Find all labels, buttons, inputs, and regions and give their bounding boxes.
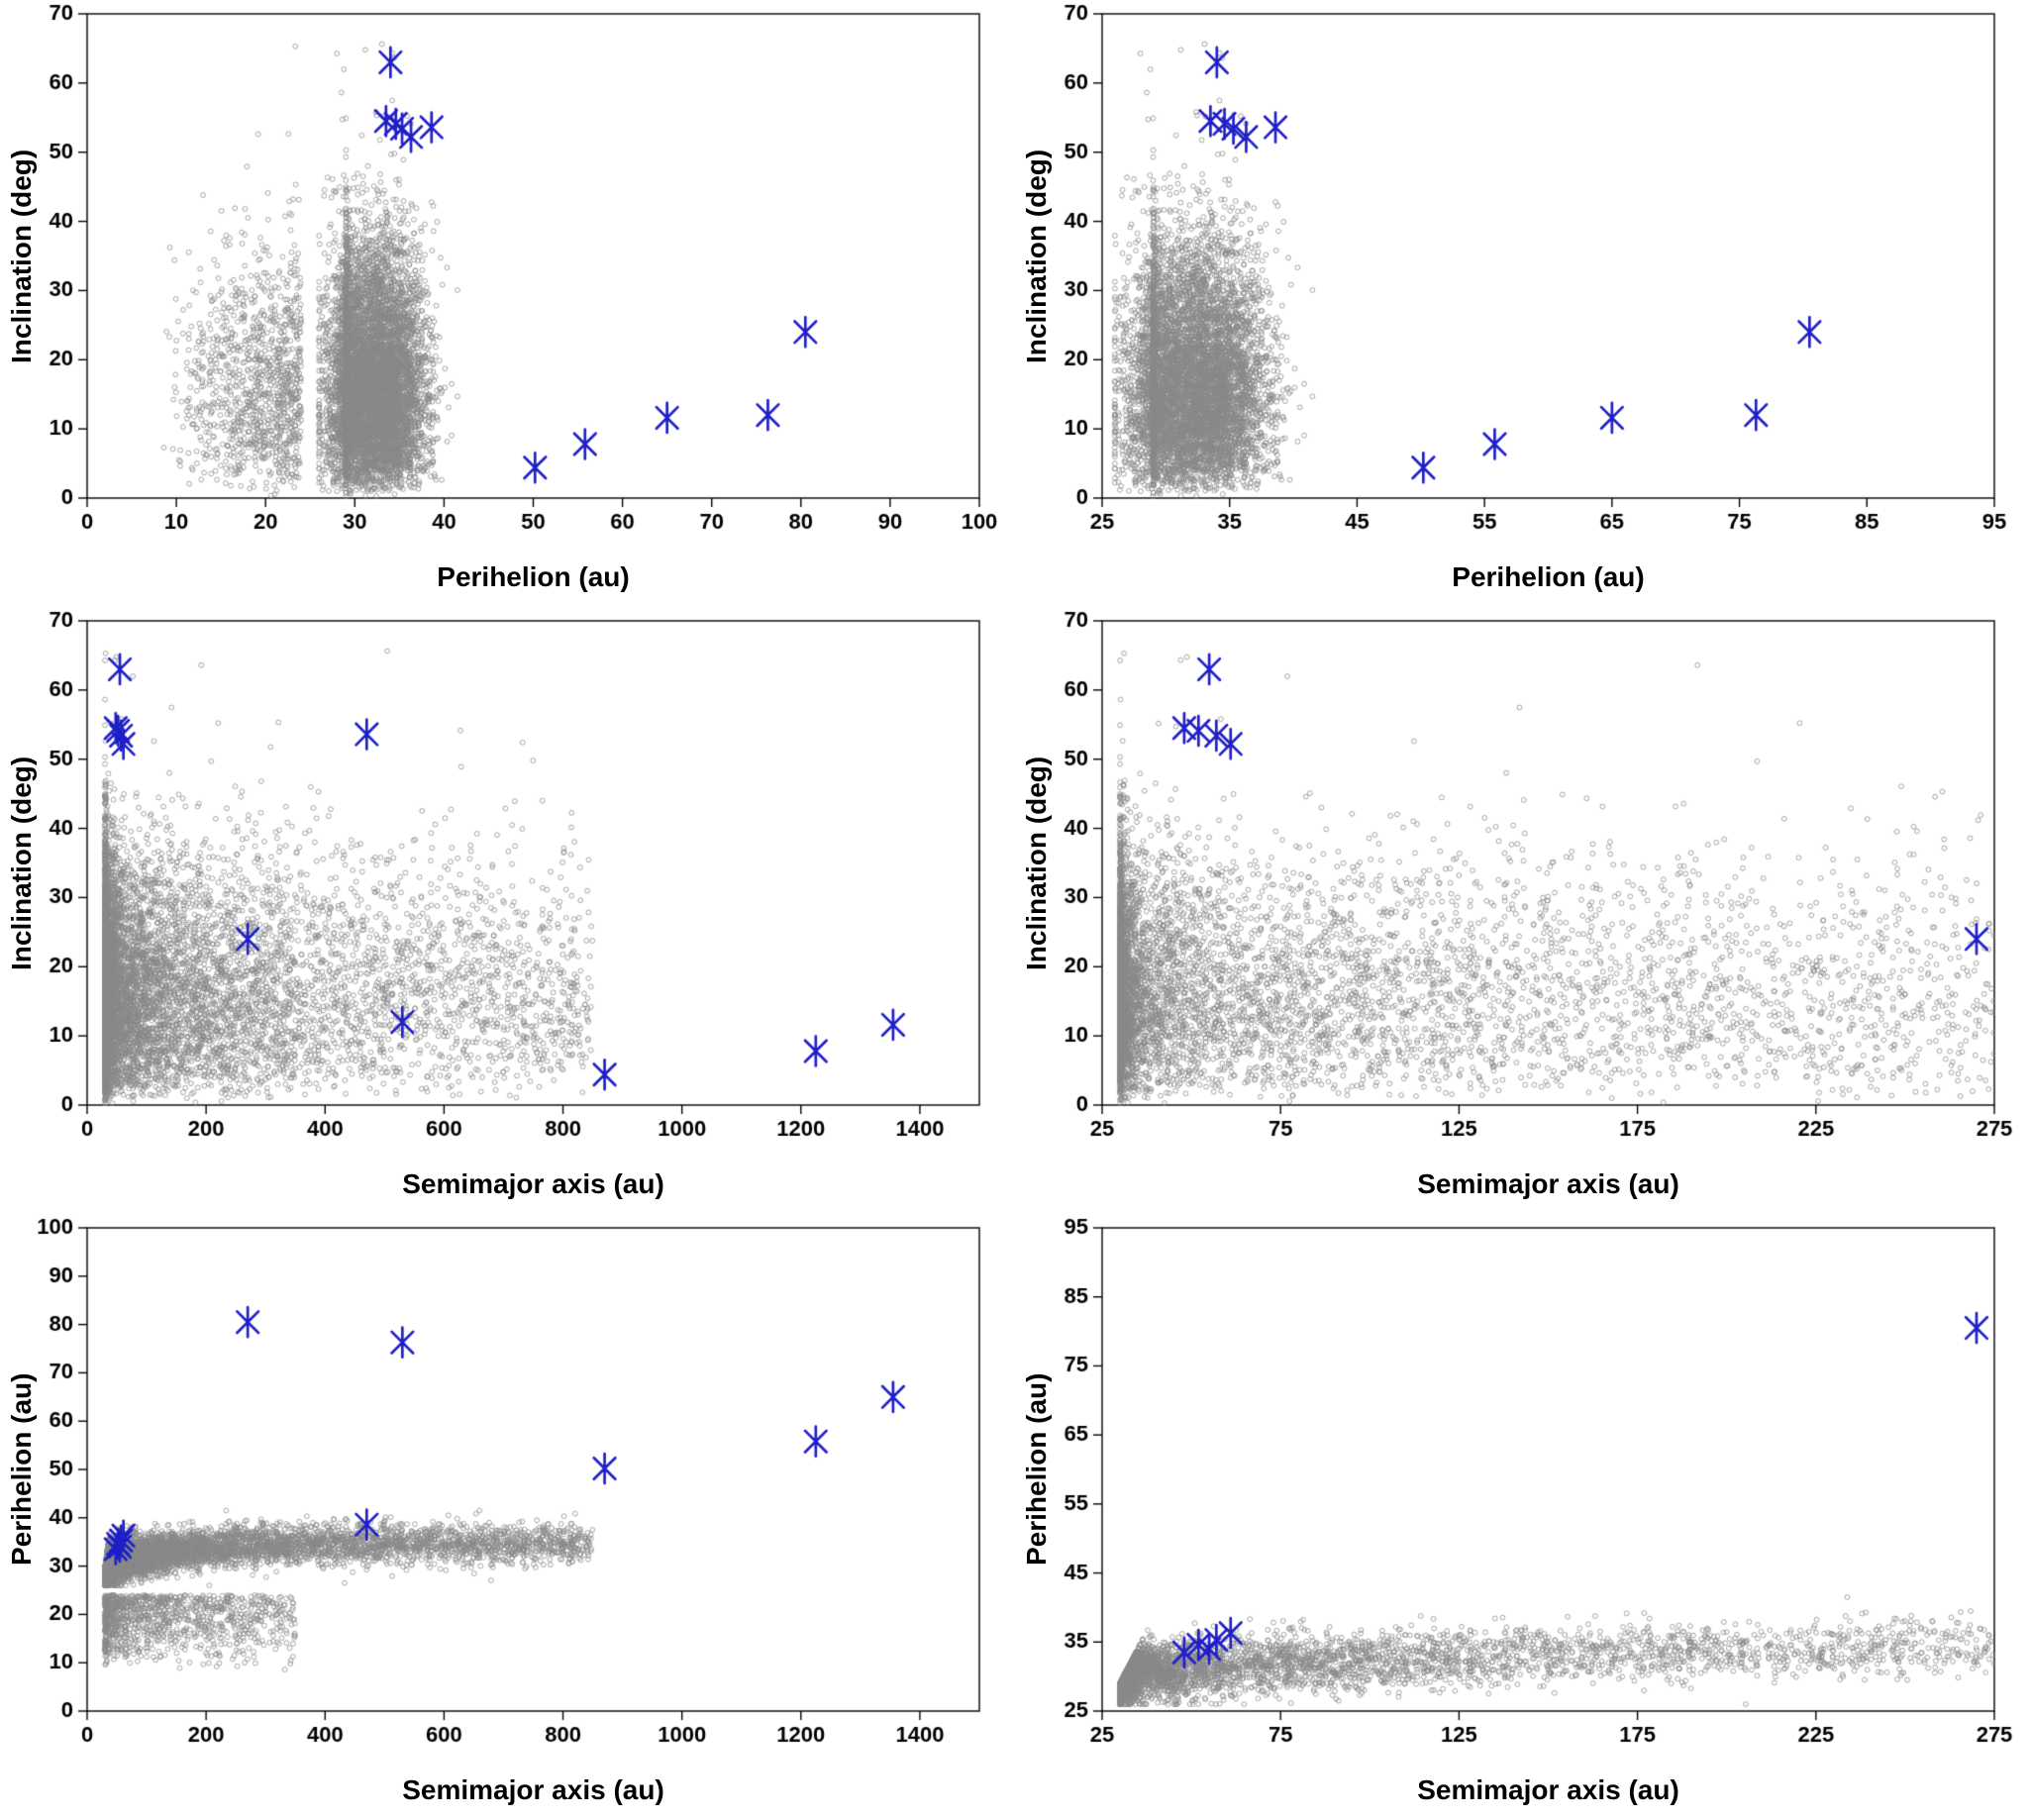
scatter-canvas-inclination-vs-perihelion — [0, 0, 1015, 607]
panel-perihelion-vs-semimajor-axis: Perihelion (au) Semimajor axis (au) — [0, 1214, 1015, 1820]
x-axis-title: Semimajor axis (au) — [1417, 1168, 1679, 1199]
scatter-canvas-perihelion-vs-semimajor-axis-zoom — [1015, 1214, 2030, 1820]
panel-inclination-vs-perihelion-zoom: Inclination (deg) Perihelion (au) — [1015, 0, 2030, 607]
x-axis-title: Perihelion (au) — [1452, 561, 1645, 592]
x-axis-title: Perihelion (au) — [437, 561, 630, 592]
x-axis-title: Semimajor axis (au) — [1417, 1774, 1679, 1805]
scatter-canvas-inclination-vs-semimajor-axis — [0, 607, 1015, 1214]
y-axis-title: Inclination (deg) — [6, 149, 37, 363]
y-axis-title: Inclination (deg) — [1021, 756, 1052, 970]
x-axis-title: Semimajor axis (au) — [402, 1774, 664, 1805]
x-axis-title: Semimajor axis (au) — [402, 1168, 664, 1199]
scatter-canvas-inclination-vs-perihelion-zoom — [1015, 0, 2030, 607]
y-axis-title: Perihelion (au) — [6, 1372, 37, 1567]
panel-inclination-vs-semimajor-axis: Inclination (deg) Semimajor axis (au) — [0, 607, 1015, 1214]
y-axis-title: Perihelion (au) — [1021, 1372, 1052, 1567]
panel-inclination-vs-semimajor-axis-zoom: Inclination (deg) Semimajor axis (au) — [1015, 607, 2030, 1214]
scatter-canvas-inclination-vs-semimajor-axis-zoom — [1015, 607, 2030, 1214]
panel-inclination-vs-perihelion: Inclination (deg) Perihelion (au) — [0, 0, 1015, 607]
scatter-canvas-perihelion-vs-semimajor-axis — [0, 1214, 1015, 1820]
panel-perihelion-vs-semimajor-axis-zoom: Perihelion (au) Semimajor axis (au) — [1015, 1214, 2030, 1820]
y-axis-title: Inclination (deg) — [1021, 149, 1052, 363]
y-axis-title: Inclination (deg) — [6, 756, 37, 970]
